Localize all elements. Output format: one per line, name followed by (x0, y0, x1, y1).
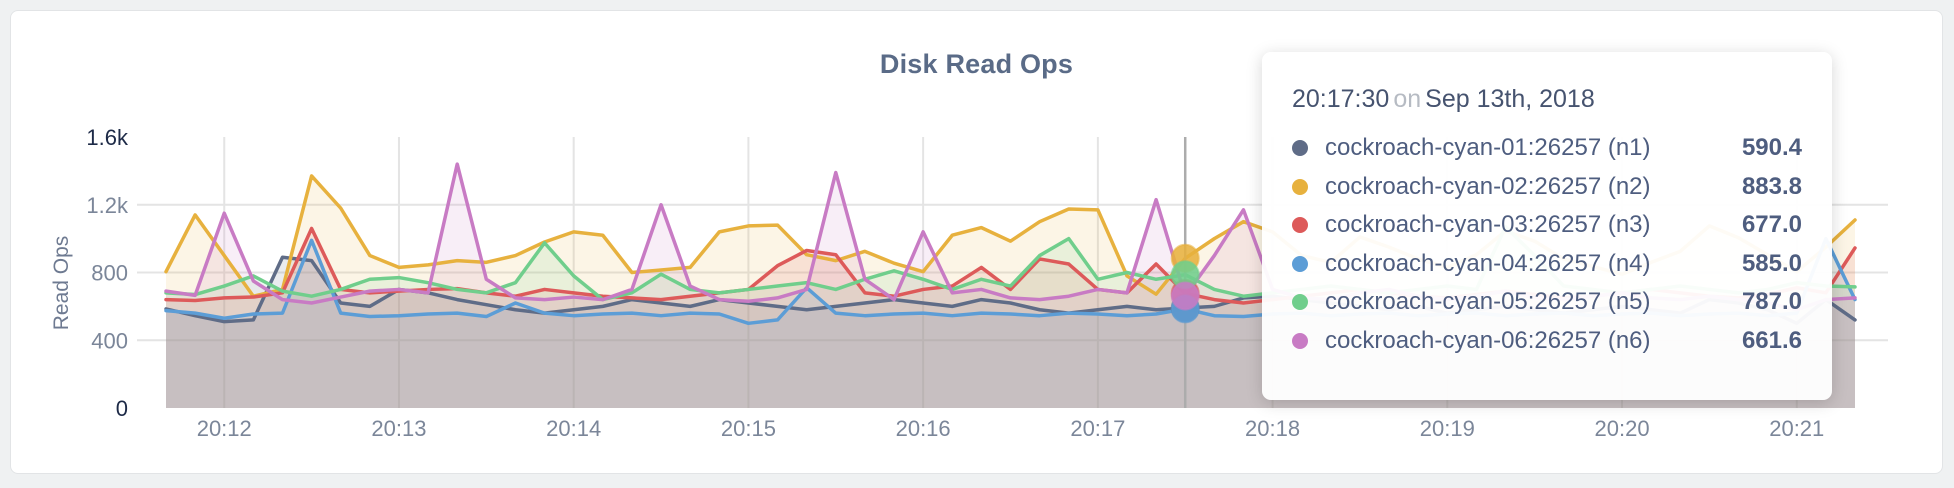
tooltip-header: 20:17:30 on Sep 13th, 2018 (1292, 82, 1802, 116)
tooltip-time: 20:17:30 (1292, 85, 1390, 113)
series-label: cockroach-cyan-01:26257 (n1) (1325, 134, 1651, 162)
x-tick-label: 20:18 (1245, 416, 1300, 441)
tooltip-series-row: cockroach-cyan-05:26257 (n5) 787.0 (1292, 283, 1802, 322)
series-value: 661.6 (1741, 326, 1802, 354)
x-tick-label: 20:14 (546, 416, 601, 441)
series-value: 590.4 (1741, 134, 1802, 162)
series-label: cockroach-cyan-04:26257 (n4) (1325, 249, 1651, 277)
x-tick-label: 20:17 (1070, 416, 1125, 441)
y-tick-label: 1.6k (86, 125, 129, 150)
tooltip-series-row: cockroach-cyan-06:26257 (n6) 661.6 (1292, 322, 1802, 361)
x-tick-label: 20:15 (721, 416, 776, 441)
y-tick-label: 800 (91, 261, 128, 286)
chart-tooltip: 20:17:30 on Sep 13th, 2018 cockroach-cyan-… (1262, 52, 1832, 400)
x-tick-label: 20:13 (371, 416, 426, 441)
tooltip-series-row: cockroach-cyan-03:26257 (n3) 677.0 (1292, 206, 1802, 245)
x-tick-label: 20:12 (197, 416, 252, 441)
chart-title: Disk Read Ops (879, 49, 1074, 79)
series-color-dot-icon (1292, 255, 1308, 272)
tooltip-date: Sep 13th, 2018 (1425, 85, 1595, 113)
series-label: cockroach-cyan-05:26257 (n5) (1325, 288, 1651, 316)
tooltip-series-row: cockroach-cyan-02:26257 (n2) 883.8 (1292, 168, 1802, 207)
tooltip-series-row: cockroach-cyan-01:26257 (n1) 590.4 (1292, 129, 1802, 168)
tooltip-series-list: cockroach-cyan-01:26257 (n1) 590.4 cockroa… (1292, 129, 1802, 360)
series-color-dot-icon (1292, 332, 1308, 349)
series-value: 585.0 (1741, 249, 1802, 277)
x-tick-label: 20:16 (896, 416, 951, 441)
x-tick-label: 20:21 (1769, 416, 1824, 441)
series-label: cockroach-cyan-02:26257 (n2) (1325, 172, 1651, 200)
series-value: 883.8 (1741, 172, 1802, 200)
y-tick-label: 1.2k (86, 193, 129, 218)
series-label: cockroach-cyan-06:26257 (n6) (1325, 326, 1651, 354)
y-tick-label: 400 (91, 328, 128, 353)
series-color-dot-icon (1292, 178, 1308, 195)
series-value: 677.0 (1741, 211, 1802, 239)
x-tick-label: 20:20 (1595, 416, 1650, 441)
series-color-dot-icon (1292, 217, 1308, 234)
series-label: cockroach-cyan-03:26257 (n3) (1325, 211, 1651, 239)
x-tick-label: 20:19 (1420, 416, 1475, 441)
highlight-dot-n6 (1170, 281, 1200, 311)
tooltip-on-word: on (1393, 85, 1422, 113)
series-color-dot-icon (1292, 294, 1308, 311)
series-color-dot-icon (1292, 140, 1308, 157)
tooltip-series-row: cockroach-cyan-04:26257 (n4) 585.0 (1292, 245, 1802, 284)
y-tick-label: 0 (116, 396, 128, 421)
series-value: 787.0 (1741, 288, 1802, 316)
